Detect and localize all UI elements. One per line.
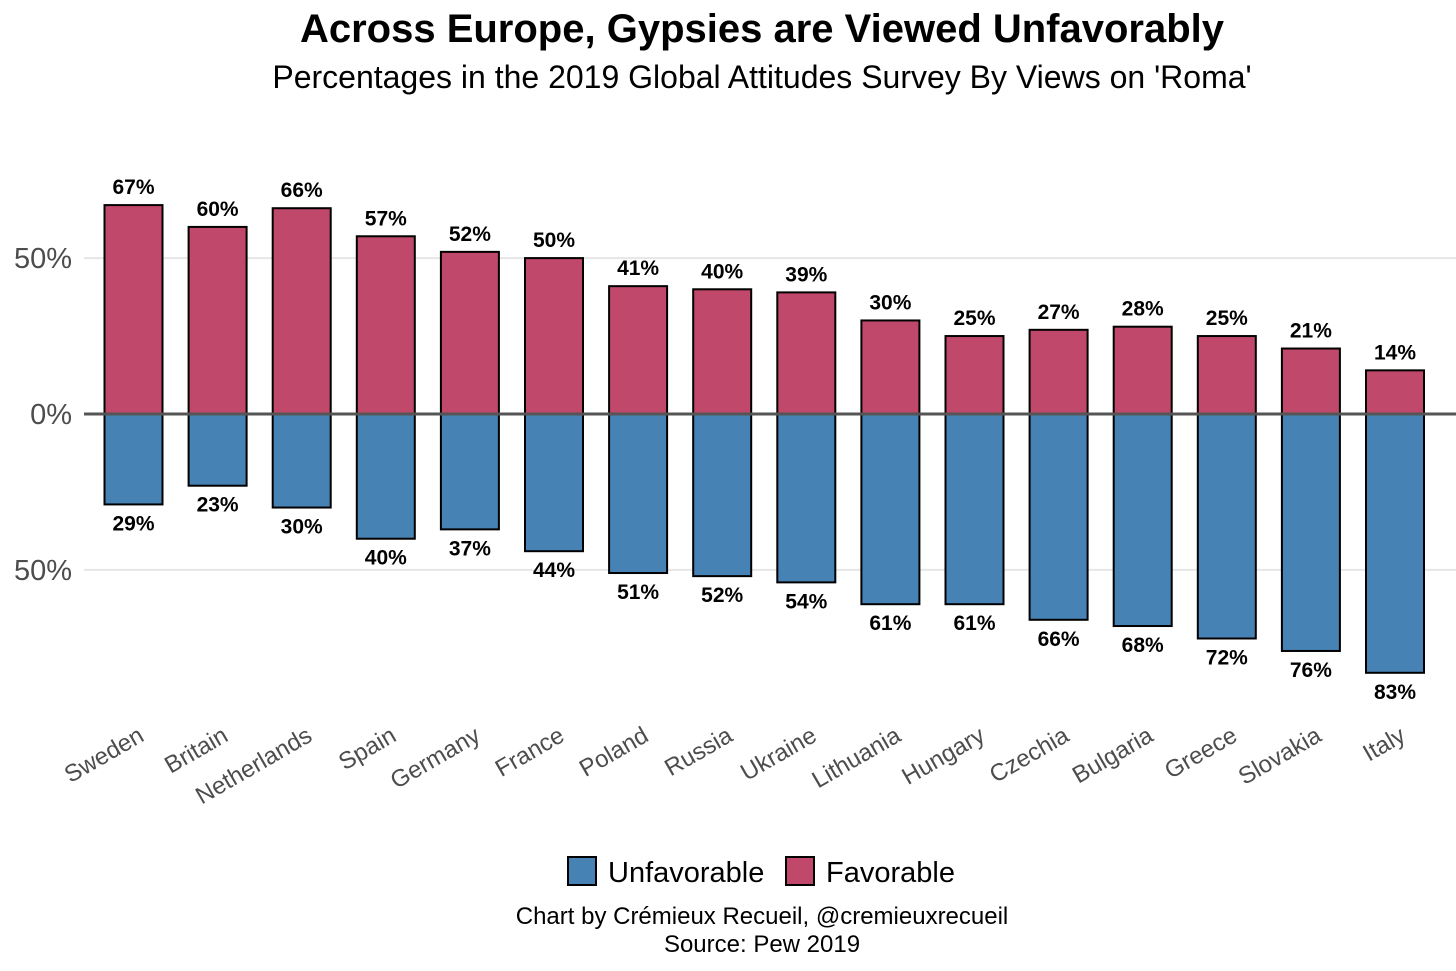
y-tick-label: 0% <box>30 399 72 431</box>
unfavorable-value-label: 40% <box>365 547 407 570</box>
x-tick-label: Ukraine <box>736 722 821 787</box>
bars <box>103 204 1425 674</box>
favorable-bar <box>1028 328 1089 415</box>
x-tick-label: Lithuania <box>808 721 906 793</box>
unfavorable-value-label: 52% <box>701 584 743 607</box>
unfavorable-value-label: 61% <box>953 612 995 635</box>
favorable-value-label: 28% <box>1122 298 1164 321</box>
unfavorable-bar <box>1196 413 1257 640</box>
unfavorable-bar <box>1112 413 1173 628</box>
favorable-value-label: 52% <box>449 223 491 246</box>
legend-label-favorable: Favorable <box>826 857 955 889</box>
favorable-value-label: 27% <box>1038 301 1080 324</box>
unfavorable-bar <box>439 413 500 531</box>
unfavorable-value-label: 83% <box>1374 681 1416 704</box>
unfavorable-value-label: 30% <box>281 516 323 539</box>
chart-title: Across Europe, Gypsies are Viewed Unfavo… <box>300 7 1225 51</box>
favorable-bar <box>944 335 1005 415</box>
favorable-bar <box>1280 347 1341 415</box>
favorable-bar <box>1196 335 1257 415</box>
unfavorable-bar <box>860 413 921 606</box>
unfavorable-bar <box>1028 413 1089 621</box>
unfavorable-value-label: 37% <box>449 537 491 560</box>
legend-swatch-unfavorable <box>567 856 597 886</box>
favorable-value-label: 50% <box>533 229 575 252</box>
legend-label-unfavorable: Unfavorable <box>608 857 764 889</box>
favorable-value-label: 25% <box>953 307 995 330</box>
x-tick-label: Czechia <box>985 721 1074 788</box>
favorable-bar <box>439 250 500 415</box>
favorable-bar <box>271 207 332 415</box>
favorable-bar <box>776 291 837 416</box>
favorable-value-label: 21% <box>1290 320 1332 343</box>
x-tick-label: Italy <box>1358 722 1410 767</box>
caption-line: Chart by Crémieux Recueil, @cremieuxrecu… <box>516 903 1009 930</box>
favorable-value-label: 39% <box>785 263 827 286</box>
unfavorable-bar <box>355 413 416 540</box>
x-tick-label: Russia <box>660 721 738 781</box>
caption-line: Source: Pew 2019 <box>664 931 860 958</box>
x-tick-label: Poland <box>575 722 653 783</box>
unfavorable-value-label: 54% <box>785 590 827 613</box>
favorable-bar <box>1365 369 1425 415</box>
unfavorable-bar <box>103 413 164 506</box>
unfavorable-value-label: 76% <box>1290 659 1332 682</box>
x-tick-label: Greece <box>1160 722 1242 785</box>
favorable-value-label: 41% <box>617 257 659 280</box>
y-tick-label: 50% <box>14 555 72 587</box>
unfavorable-value-label: 29% <box>112 512 154 535</box>
unfavorable-value-label: 72% <box>1206 646 1248 669</box>
unfavorable-bar <box>524 413 584 553</box>
favorable-value-label: 66% <box>281 179 323 202</box>
favorable-value-label: 40% <box>701 260 743 283</box>
legend-swatch-favorable <box>785 856 815 886</box>
favorable-bar <box>860 319 921 415</box>
favorable-value-label: 57% <box>365 207 407 230</box>
x-tick-label: France <box>491 722 569 783</box>
unfavorable-bar <box>692 413 753 578</box>
favorable-value-label: 25% <box>1206 307 1248 330</box>
unfavorable-value-label: 66% <box>1038 628 1080 651</box>
unfavorable-bar <box>1280 413 1341 652</box>
favorable-bar <box>103 204 164 415</box>
favorable-bar <box>524 257 584 415</box>
legend: Unfavorable Favorable <box>567 856 955 889</box>
favorable-value-label: 30% <box>869 291 911 314</box>
unfavorable-value-label: 44% <box>533 559 575 582</box>
x-tick-label: Bulgaria <box>1068 721 1158 789</box>
unfavorable-bar <box>944 413 1005 606</box>
favorable-bar <box>608 285 669 415</box>
favorable-value-label: 67% <box>112 176 154 199</box>
favorable-bar <box>187 225 248 415</box>
x-tick-label: Hungary <box>897 722 989 791</box>
caption: Chart by Crémieux Recueil, @cremieuxrecu… <box>516 903 1009 958</box>
x-tick-label: Sweden <box>60 722 149 789</box>
y-tick-label: 50% <box>14 243 72 275</box>
unfavorable-bar <box>187 413 248 487</box>
favorable-bar <box>355 235 416 415</box>
x-tick-label: Slovakia <box>1234 721 1327 790</box>
y-axis: 50% 0% 50% <box>14 243 72 587</box>
unfavorable-value-label: 23% <box>197 494 239 517</box>
unfavorable-value-label: 51% <box>617 581 659 604</box>
unfavorable-bar <box>1365 413 1425 674</box>
data-labels: 67% 29% 60% 23% 66% 30% 57% 40% 52% 37% 50% 44% 41% 5… <box>112 176 1416 704</box>
unfavorable-value-label: 61% <box>869 612 911 635</box>
favorable-bar <box>1112 325 1173 416</box>
favorable-value-label: 60% <box>197 198 239 221</box>
unfavorable-bar <box>271 413 332 509</box>
favorable-value-label: 14% <box>1374 341 1416 364</box>
unfavorable-bar <box>776 413 837 584</box>
favorable-bar <box>692 288 753 415</box>
unfavorable-value-label: 68% <box>1122 634 1164 657</box>
unfavorable-bar <box>608 413 669 575</box>
chart-subtitle: Percentages in the 2019 Global Attitudes… <box>272 59 1251 95</box>
x-tick-label: Germany <box>386 722 485 795</box>
